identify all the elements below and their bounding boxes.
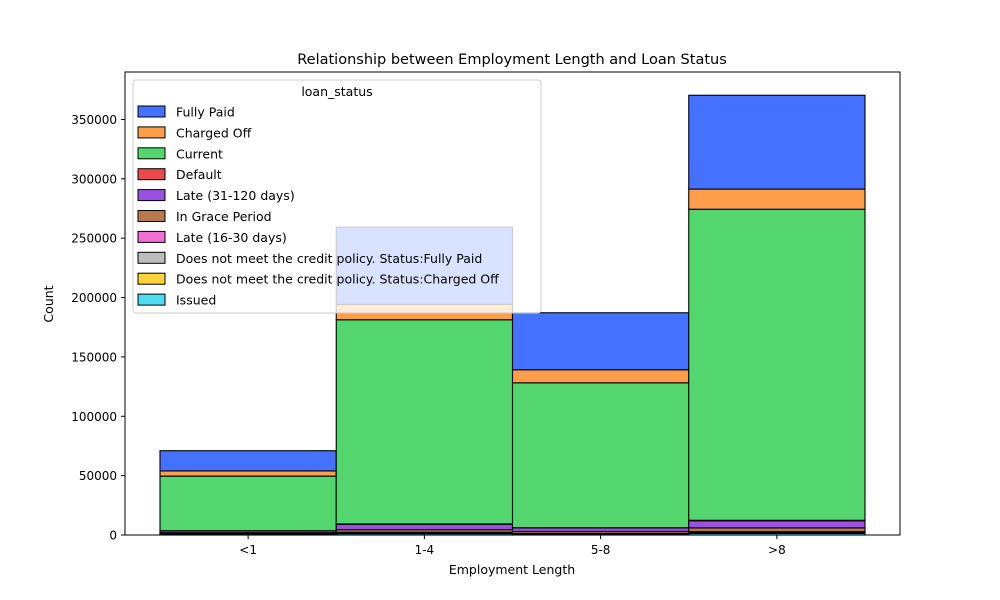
legend-swatch — [137, 272, 166, 285]
legend-item: Late (16-30 days) — [137, 230, 287, 245]
axes-frame — [124, 71, 901, 536]
x-tick-label: <1 — [239, 543, 257, 557]
y-tick-label: 150000 — [71, 350, 117, 364]
legend-label: Late (16-30 days) — [176, 230, 287, 245]
legend-title: loan_status — [301, 84, 372, 99]
legend-swatch — [137, 230, 166, 243]
bar-segment — [688, 188, 866, 210]
legend-swatch — [137, 105, 166, 118]
y-tick-label: 100000 — [71, 410, 117, 424]
legend-swatch — [137, 293, 166, 306]
legend-swatch — [137, 147, 166, 160]
bar-segment — [511, 369, 690, 384]
y-tick-label: 300000 — [71, 172, 117, 186]
legend-label: Default — [176, 167, 222, 182]
legend-item: Issued — [137, 293, 216, 308]
x-axis-label: Employment Length — [449, 562, 575, 577]
y-tick-label: 250000 — [71, 232, 117, 246]
legend-item: Late (31-120 days) — [137, 188, 295, 203]
y-tick-label: 350000 — [71, 113, 117, 127]
legend-item: Default — [137, 167, 222, 182]
legend-box — [132, 79, 542, 314]
legend-swatch — [137, 189, 166, 202]
bar-segment — [511, 312, 690, 371]
bar-segment — [688, 94, 866, 190]
y-tick-label: 0 — [109, 529, 117, 543]
bar-segment — [688, 527, 866, 533]
legend-swatch — [137, 251, 166, 264]
bar-segment — [335, 523, 514, 531]
legend: loan_status Fully Paid Charged Off Current D… — [132, 79, 542, 314]
legend-item: Current — [137, 146, 223, 161]
legend-item: Fully Paid — [137, 105, 235, 120]
legend-item: Does not meet the credit policy. Status:… — [137, 272, 499, 287]
chart-title: Relationship between Employment Length a… — [297, 52, 727, 68]
bar-segment — [511, 382, 690, 529]
legend-item: In Grace Period — [137, 209, 272, 224]
legend-swatch — [137, 168, 166, 181]
legend-label: Does not meet the credit policy. Status:… — [176, 251, 482, 266]
x-tick-label: 5-8 — [591, 543, 611, 557]
y-tick-label: 200000 — [71, 291, 117, 305]
x-tick-label: >8 — [768, 543, 786, 557]
legend-label: In Grace Period — [176, 209, 272, 224]
bar-stack — [159, 450, 337, 536]
legend-label: Late (31-120 days) — [176, 188, 295, 203]
legend-label: Current — [176, 146, 223, 161]
bar-segment — [159, 470, 337, 477]
legend-label: Does not meet the credit policy. Status:… — [176, 272, 499, 287]
legend-item: Does not meet the credit policy. Status:… — [137, 251, 482, 266]
y-tick-label: 50000 — [79, 469, 117, 483]
legend-swatch — [137, 210, 166, 222]
legend-swatch — [137, 126, 166, 139]
bar-segment — [335, 319, 514, 525]
legend-label: Charged Off — [176, 125, 252, 140]
legend-item: Charged Off — [137, 125, 252, 140]
bar-segment — [688, 208, 866, 521]
legend-label: Fully Paid — [176, 105, 235, 120]
bar-segment — [159, 475, 337, 532]
bar-segment — [159, 450, 337, 472]
bar-stack — [511, 312, 690, 536]
x-tick-label: 1-4 — [415, 543, 435, 557]
bar-stack — [688, 94, 866, 536]
bar-segment — [688, 520, 866, 529]
legend-label: Issued — [176, 293, 216, 308]
y-axis-label: Count — [41, 285, 56, 322]
